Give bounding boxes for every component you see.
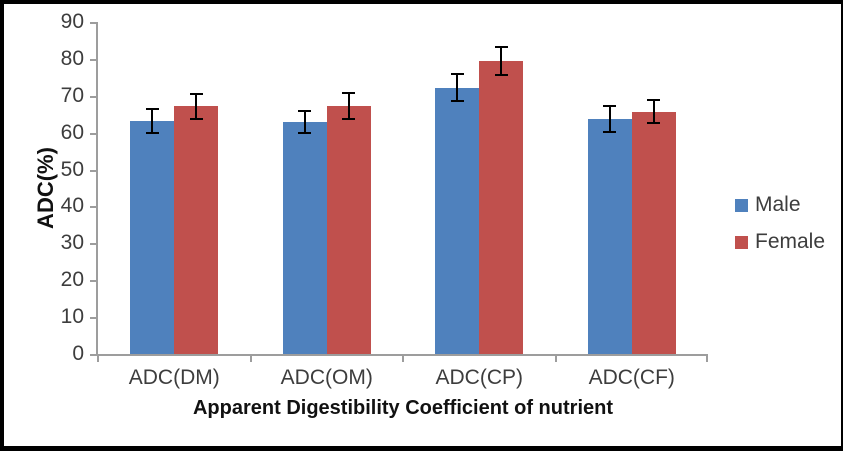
y-axis-line: [96, 22, 98, 356]
y-axis-tick-label: 70: [60, 83, 84, 107]
error-bar-line: [652, 99, 655, 124]
legend-item-female: Female: [735, 230, 825, 254]
error-bar-cap-bottom: [145, 131, 159, 134]
error-bar-cap-bottom: [647, 122, 661, 125]
y-axis-tick-label: 40: [60, 194, 84, 218]
bar-female-3: [479, 61, 524, 354]
y-axis-tick: [90, 22, 96, 24]
x-category-label: ADC(CP): [435, 366, 524, 389]
y-axis-tick: [90, 58, 96, 61]
x-category-label: ADC(OM): [280, 366, 373, 389]
y-axis-tick: [90, 169, 96, 172]
error-bar-cap-top: [298, 110, 312, 113]
error-bar-line: [347, 93, 350, 119]
y-axis-tick-label: 60: [60, 120, 84, 144]
y-axis-tick-label: 0: [72, 342, 84, 365]
legend-label-male: Male: [755, 193, 801, 216]
x-category-label: ADC(CF): [588, 366, 675, 389]
error-bar-line: [608, 106, 611, 132]
error-bar-cap-top: [342, 92, 356, 95]
bar-male-4: [587, 119, 632, 354]
y-axis-tick-label: 10: [60, 305, 84, 329]
x-axis-tick: [97, 356, 99, 362]
error-bar-cap-top: [647, 98, 661, 101]
y-axis-tick: [90, 317, 96, 320]
bar-female-4: [631, 111, 676, 354]
bar-chart: ADC(%) Apparent Digestibility Coefficien…: [4, 4, 841, 446]
x-axis-tick: [706, 356, 708, 362]
x-axis-tick: [402, 356, 404, 362]
y-axis-tick: [90, 95, 96, 98]
error-bar-cap-top: [189, 92, 203, 95]
error-bar-cap-bottom: [298, 132, 312, 135]
legend-item-male: Male: [735, 193, 825, 217]
x-axis-tick: [554, 356, 557, 362]
error-bar-cap-bottom: [494, 74, 508, 77]
x-category-label: ADC(DM): [128, 366, 220, 389]
error-bar-line: [151, 109, 154, 133]
y-axis-tick: [90, 243, 96, 246]
bar-male-3: [435, 87, 480, 354]
error-bar-line: [456, 74, 459, 102]
legend-label-female: Female: [755, 230, 826, 253]
error-bar-cap-top: [145, 108, 159, 111]
y-axis-tick-label: 90: [60, 10, 84, 33]
y-axis-tick-label: 30: [60, 231, 84, 255]
error-bar-line: [303, 111, 306, 134]
error-bar-cap-bottom: [603, 130, 617, 133]
bar-female-2: [326, 106, 371, 354]
legend: Male Female: [735, 193, 825, 267]
x-axis-title: Apparent Digestibility Coefficient of nu…: [192, 397, 613, 419]
bar-female-1: [174, 106, 219, 354]
error-bar-line: [500, 46, 503, 76]
error-bar-cap-top: [450, 73, 464, 75]
error-bar-cap-top: [603, 105, 617, 108]
x-axis-line: [96, 354, 708, 356]
y-axis-tick: [90, 132, 96, 135]
error-bar-cap-top: [494, 45, 508, 48]
y-axis-tick: [90, 206, 96, 209]
bar-male-2: [282, 122, 327, 354]
x-axis-tick: [249, 356, 252, 362]
error-bar-line: [195, 93, 198, 119]
legend-swatch-female: [735, 235, 748, 249]
y-axis-tick-label: 50: [60, 157, 84, 181]
error-bar-cap-bottom: [450, 100, 464, 103]
error-bar-cap-bottom: [342, 118, 356, 121]
error-bar-cap-bottom: [189, 117, 203, 120]
y-axis-tick-label: 80: [60, 46, 84, 70]
y-axis-tick-label: 20: [60, 268, 84, 292]
y-axis-tick: [90, 354, 96, 356]
bar-male-1: [130, 120, 175, 354]
legend-swatch-male: [735, 198, 748, 212]
y-axis-tick: [90, 280, 96, 283]
